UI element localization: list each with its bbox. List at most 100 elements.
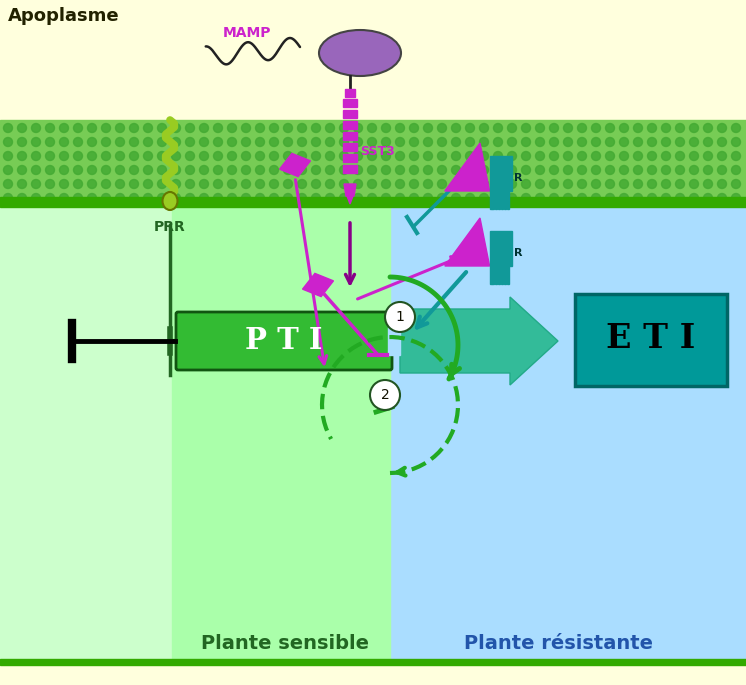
Circle shape (368, 193, 377, 203)
Text: Plante sensible: Plante sensible (201, 634, 369, 653)
Circle shape (283, 179, 292, 188)
Circle shape (633, 151, 642, 160)
Circle shape (437, 193, 447, 203)
Circle shape (437, 138, 447, 147)
Circle shape (466, 138, 474, 147)
Circle shape (703, 151, 712, 160)
Circle shape (368, 151, 377, 160)
Circle shape (283, 166, 292, 175)
Circle shape (60, 138, 69, 147)
Circle shape (116, 166, 125, 175)
Circle shape (577, 166, 586, 175)
Circle shape (339, 193, 348, 203)
Circle shape (101, 123, 110, 132)
Circle shape (718, 179, 727, 188)
Circle shape (199, 193, 208, 203)
Circle shape (592, 138, 601, 147)
Circle shape (60, 123, 69, 132)
Circle shape (242, 123, 251, 132)
Circle shape (172, 151, 181, 160)
Circle shape (550, 179, 559, 188)
Bar (501, 191, 503, 209)
Circle shape (186, 138, 195, 147)
Circle shape (689, 166, 698, 175)
Circle shape (143, 123, 152, 132)
Circle shape (451, 193, 460, 203)
Circle shape (633, 193, 642, 203)
Bar (0, 197, 746, 207)
Circle shape (354, 123, 363, 132)
Circle shape (172, 138, 181, 147)
Circle shape (395, 193, 404, 203)
Circle shape (536, 193, 545, 203)
Circle shape (116, 138, 125, 147)
Circle shape (255, 179, 265, 188)
Bar (575, 294, 727, 386)
Circle shape (662, 179, 671, 188)
Circle shape (521, 179, 530, 188)
Circle shape (606, 123, 615, 132)
Circle shape (186, 123, 195, 132)
Circle shape (577, 179, 586, 188)
Circle shape (354, 166, 363, 175)
Circle shape (242, 166, 251, 175)
Circle shape (368, 166, 377, 175)
Circle shape (521, 138, 530, 147)
Circle shape (507, 179, 516, 188)
Circle shape (74, 193, 83, 203)
Circle shape (410, 193, 419, 203)
Circle shape (199, 138, 208, 147)
Circle shape (480, 193, 489, 203)
Circle shape (298, 151, 307, 160)
Bar (0, 120, 746, 200)
Circle shape (381, 193, 390, 203)
Circle shape (550, 166, 559, 175)
Circle shape (312, 166, 321, 175)
Circle shape (592, 179, 601, 188)
Polygon shape (347, 196, 353, 204)
Circle shape (157, 193, 166, 203)
Bar (498, 191, 500, 209)
Circle shape (451, 179, 460, 188)
Circle shape (507, 151, 516, 160)
Text: PRR: PRR (154, 220, 186, 234)
Circle shape (718, 123, 727, 132)
Circle shape (451, 166, 460, 175)
Bar (498, 266, 500, 284)
Bar (489, 266, 492, 284)
Bar (0, 0, 746, 125)
Circle shape (619, 138, 628, 147)
Circle shape (157, 123, 166, 132)
Circle shape (101, 138, 110, 147)
Circle shape (46, 179, 54, 188)
Circle shape (689, 151, 698, 160)
Circle shape (410, 166, 419, 175)
Circle shape (521, 151, 530, 160)
Circle shape (60, 151, 69, 160)
Circle shape (325, 179, 334, 188)
Bar (501, 266, 503, 284)
Circle shape (255, 138, 265, 147)
Circle shape (186, 166, 195, 175)
Circle shape (619, 179, 628, 188)
Circle shape (143, 151, 152, 160)
Circle shape (31, 179, 40, 188)
Circle shape (157, 151, 166, 160)
Circle shape (381, 138, 390, 147)
Text: MAMP: MAMP (223, 26, 272, 40)
Circle shape (255, 193, 265, 203)
Circle shape (385, 302, 415, 332)
Circle shape (494, 166, 503, 175)
Circle shape (368, 123, 377, 132)
Polygon shape (303, 273, 333, 297)
Circle shape (298, 123, 307, 132)
Circle shape (648, 151, 656, 160)
Circle shape (619, 193, 628, 203)
Circle shape (606, 138, 615, 147)
Circle shape (550, 151, 559, 160)
Circle shape (563, 193, 572, 203)
Circle shape (395, 179, 404, 188)
Circle shape (242, 193, 251, 203)
Circle shape (325, 138, 334, 147)
Circle shape (87, 179, 96, 188)
